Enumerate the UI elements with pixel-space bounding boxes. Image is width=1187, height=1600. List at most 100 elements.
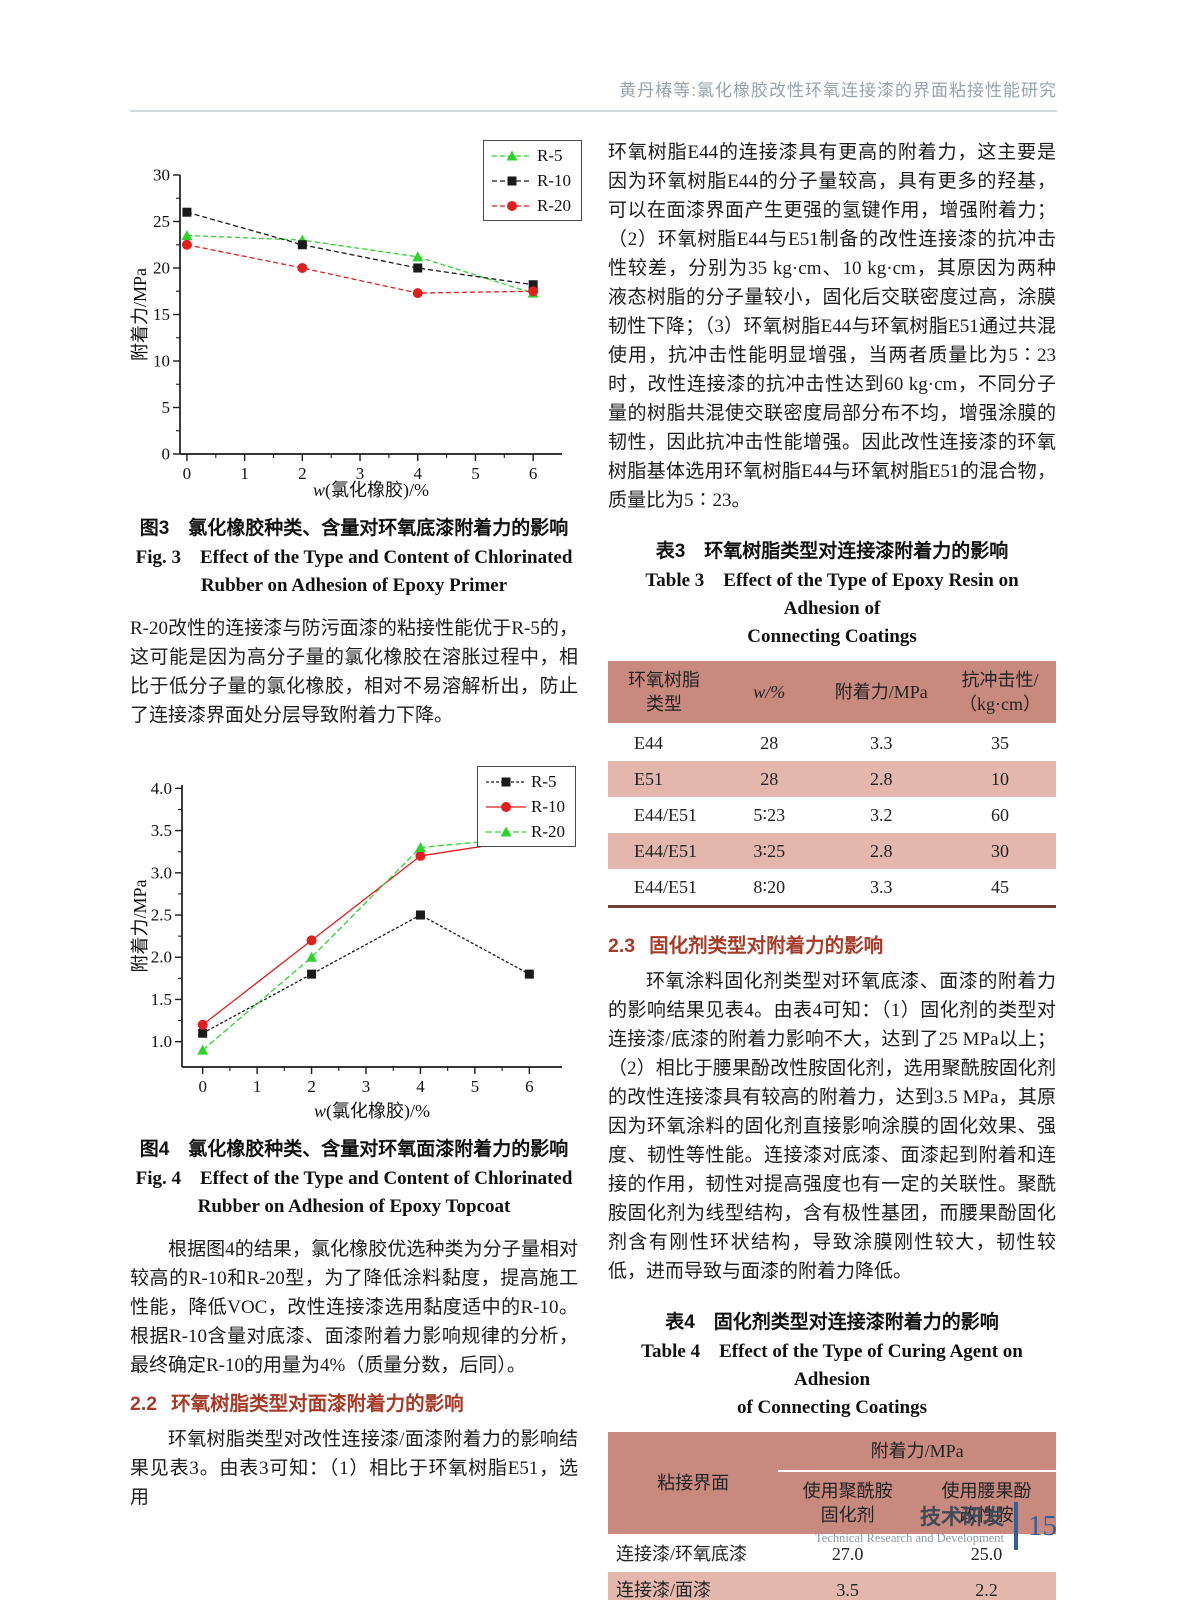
- table4-header-interface: 粘接界面: [608, 1432, 779, 1536]
- table-cell: 连接漆/面漆: [608, 1572, 779, 1600]
- table-cell: 28: [720, 761, 819, 797]
- left-column: 0 5 10 15 20 25 30 0 1 2 3 4 5 6 w(氯化橡胶)/% 附着力/MPa R-5 R…: [130, 138, 582, 1600]
- fig4-caption: 图4 氯化橡胶种类、含量对环氧面漆附着力的影响 Fig. 4 Effect of…: [130, 1135, 578, 1221]
- table4-subheader-row: 使用聚酰胺 固化剂 使用腰果酚 改性胺: [608, 1471, 1056, 1536]
- legend-label: R-10: [537, 170, 571, 190]
- fig3-caption-zh: 图3 氯化橡胶种类、含量对环氧底漆附着力的影响: [139, 518, 569, 539]
- svg-text:0: 0: [183, 464, 192, 483]
- table-cell: E51: [608, 761, 720, 797]
- svg-text:3: 3: [362, 1077, 371, 1096]
- paragraph-fig4-discussion: 根据图4的结果，氯化橡胶优选种类为分子量相对较高的R-10和R-20型，为了降低…: [130, 1239, 578, 1376]
- svg-text:4: 4: [416, 1077, 425, 1096]
- page-number: 15: [1028, 1509, 1057, 1542]
- legend-entry: R-20: [490, 193, 571, 218]
- right-column: 环氧树脂E44的连接漆具有更高的附着力，这主要是因为环氧树脂E44的分子量较高，…: [608, 138, 1056, 1600]
- svg-text:0: 0: [198, 1077, 207, 1096]
- table4-caption: 表4 固化剂类型对连接漆附着力的影响 Table 4 Effect of the…: [608, 1308, 1056, 1422]
- legend-entry: R-5: [490, 143, 571, 168]
- table-cell: 连接漆/环氧底漆: [616, 1544, 748, 1564]
- svg-text:w(氯化橡胶)/%: w(氯化橡胶)/%: [314, 1101, 430, 1122]
- table-cell: 3.5: [778, 1572, 918, 1600]
- figure3: 0 5 10 15 20 25 30 0 1 2 3 4 5 6 w(氯化橡胶)/% 附着力/MPa R-5 R…: [130, 138, 582, 506]
- svg-text:1.5: 1.5: [151, 990, 172, 1009]
- legend-label: R-5: [537, 145, 563, 165]
- svg-text:2: 2: [298, 464, 307, 483]
- svg-text:6: 6: [529, 464, 538, 483]
- fig4-line-chart: 1.0 1.5 2.0 2.5 3.0 3.5 4.0 0 1 2 3 4 5 6 w(氯化橡胶)/% 附着力…: [130, 779, 562, 1122]
- svg-text:5: 5: [471, 464, 480, 483]
- table-row: E44/E51 5∶23 3.2 60: [608, 797, 1056, 833]
- legend-entry: R-10: [484, 794, 565, 819]
- table-cell: E44/E51: [634, 877, 697, 897]
- table-row: E44/E51 3∶25 2.8 30: [608, 833, 1056, 869]
- legend-circle-icon: [492, 200, 532, 211]
- table3-caption: 表3 环氧树脂类型对连接漆附着力的影响 Table 3 Effect of th…: [608, 537, 1056, 651]
- table3-header-row: 环氧树脂 类型 w/% 附着力/MPa 抗冲击性/ （kg·cm）: [608, 661, 1056, 725]
- table-cell: 2.2: [917, 1572, 1056, 1600]
- table4-header-row: 粘接界面 附着力/MPa: [608, 1432, 1056, 1536]
- svg-text:15: 15: [153, 305, 170, 324]
- svg-text:2.0: 2.0: [151, 948, 172, 967]
- table4-caption-zh: 表4 固化剂类型对连接漆附着力的影响: [665, 1312, 999, 1333]
- table3-caption-zh: 表3 环氧树脂类型对连接漆附着力的影响: [655, 541, 1009, 562]
- table-cell: 8∶20: [753, 877, 786, 897]
- svg-text:5: 5: [162, 398, 171, 417]
- running-head: 黄丹椿等:氯化橡胶改性环氧连接漆的界面粘接性能研究: [619, 81, 1057, 100]
- footer-label-en: Technical Research and Development: [815, 1530, 1004, 1545]
- paragraph-e44: 环氧树脂E44的连接漆具有更高的附着力，这主要是因为环氧树脂E44的分子量较高，…: [608, 142, 1056, 511]
- legend-label: R-5: [531, 771, 557, 791]
- table-cell: 60: [990, 805, 1009, 825]
- table3-header-impact: 抗冲击性/ （kg·cm）: [943, 661, 1056, 725]
- section-number: 2.2: [130, 1393, 158, 1415]
- table-cell: E44/E51: [608, 833, 720, 869]
- footer-section-label: 技术研发 Technical Research and Development: [815, 1506, 1004, 1547]
- table-cell: 5∶23: [753, 805, 786, 825]
- paragraph-section22: 环氧树脂类型对改性连接漆/面漆附着力的影响结果见表3。由表3可知：（1）相比于环…: [130, 1429, 578, 1508]
- svg-text:附着力/MPa: 附着力/MPa: [130, 879, 150, 972]
- svg-text:附着力/MPa: 附着力/MPa: [130, 268, 150, 361]
- legend-label: R-20: [537, 195, 571, 215]
- table-cell: 3.3: [870, 733, 893, 753]
- svg-text:20: 20: [153, 259, 170, 278]
- paragraph-r20: R-20改性的连接漆与防污面漆的粘接性能优于R-5的，这可能是因为高分子量的氯化…: [130, 618, 578, 726]
- fig3-legend: R-5 R-10 R-20: [483, 140, 582, 221]
- svg-text:25: 25: [153, 212, 170, 231]
- legend-square-icon: [492, 176, 532, 185]
- footer-label-zh: 技术研发: [920, 1505, 1004, 1529]
- legend-entry: R-5: [484, 769, 565, 794]
- legend-entry: R-10: [490, 168, 571, 193]
- table-row: 连接漆/环氧底漆 27.0 25.0: [608, 1535, 1056, 1572]
- two-column-layout: 0 5 10 15 20 25 30 0 1 2 3 4 5 6 w(氯化橡胶)/% 附着力/MPa R-5 R…: [130, 138, 1057, 1600]
- svg-text:1: 1: [240, 464, 249, 483]
- table4-caption-en: Table 4 Effect of the Type of Curing Age…: [641, 1341, 1023, 1390]
- legend-triangle-icon: [492, 150, 532, 160]
- svg-text:30: 30: [153, 166, 170, 185]
- svg-text:3.5: 3.5: [151, 821, 172, 840]
- table-cell: 45: [990, 877, 1009, 897]
- svg-text:0: 0: [162, 445, 171, 464]
- svg-text:2.5: 2.5: [151, 906, 172, 925]
- svg-text:10: 10: [153, 352, 170, 371]
- table4: 粘接界面 附着力/MPa 使用聚酰胺 固化剂 使用腰果酚 改性胺 连接漆/环氧底…: [608, 1432, 1056, 1600]
- legend-entry: R-20: [484, 819, 565, 844]
- fig4-legend: R-5 R-10 R-20: [477, 766, 576, 847]
- table-cell: E44/E51: [634, 805, 697, 825]
- legend-square-icon: [486, 777, 526, 786]
- svg-text:w(氯化橡胶)/%: w(氯化橡胶)/%: [313, 480, 429, 501]
- table3: 环氧树脂 类型 w/% 附着力/MPa 抗冲击性/ （kg·cm） E44 28…: [608, 661, 1056, 908]
- fig3-caption: 图3 氯化橡胶种类、含量对环氧底漆附着力的影响 Fig. 3 Effect of…: [130, 514, 578, 600]
- svg-text:6: 6: [525, 1077, 534, 1096]
- table4-header-cardanol: 使用腰果酚 改性胺: [917, 1471, 1056, 1536]
- figure4: 1.0 1.5 2.0 2.5 3.0 3.5 4.0 0 1 2 3 4 5 6 w(氯化橡胶)/% 附着力…: [130, 742, 578, 1127]
- page-header: 黄丹椿等:氯化橡胶改性环氧连接漆的界面粘接性能研究: [130, 0, 1057, 112]
- svg-text:1.0: 1.0: [151, 1032, 172, 1051]
- table-cell: 35: [990, 733, 1009, 753]
- svg-text:3: 3: [356, 464, 365, 483]
- table-cell: 3.2: [870, 805, 893, 825]
- legend-triangle-icon: [486, 826, 526, 836]
- svg-text:2: 2: [307, 1077, 316, 1096]
- table-row: E44 28 3.3 35: [608, 724, 1056, 761]
- table-cell: 28: [760, 733, 779, 753]
- legend-label: R-20: [531, 821, 565, 841]
